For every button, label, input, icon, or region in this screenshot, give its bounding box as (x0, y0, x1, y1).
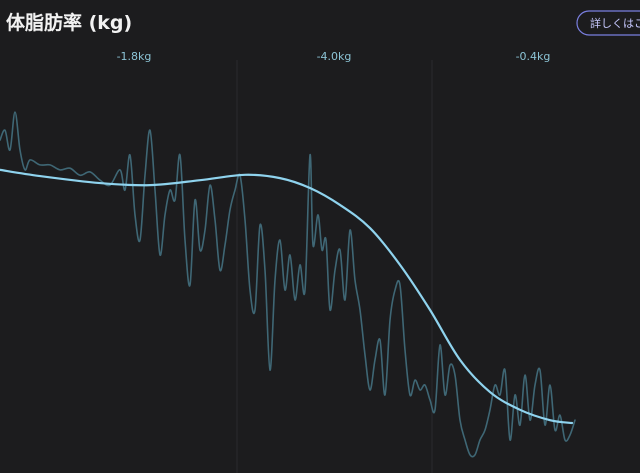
period-label: -1.8kg (117, 50, 152, 63)
details-button[interactable] (576, 10, 640, 36)
details-button-label[interactable]: 詳しくはこ (590, 16, 640, 30)
daily-line (0, 111, 576, 458)
period-label: -4.0kg (317, 50, 352, 63)
period-label: -0.4kg (516, 50, 551, 63)
trend-line (0, 168, 574, 425)
chart-title: 体脂肪率 (kg) (6, 11, 132, 34)
